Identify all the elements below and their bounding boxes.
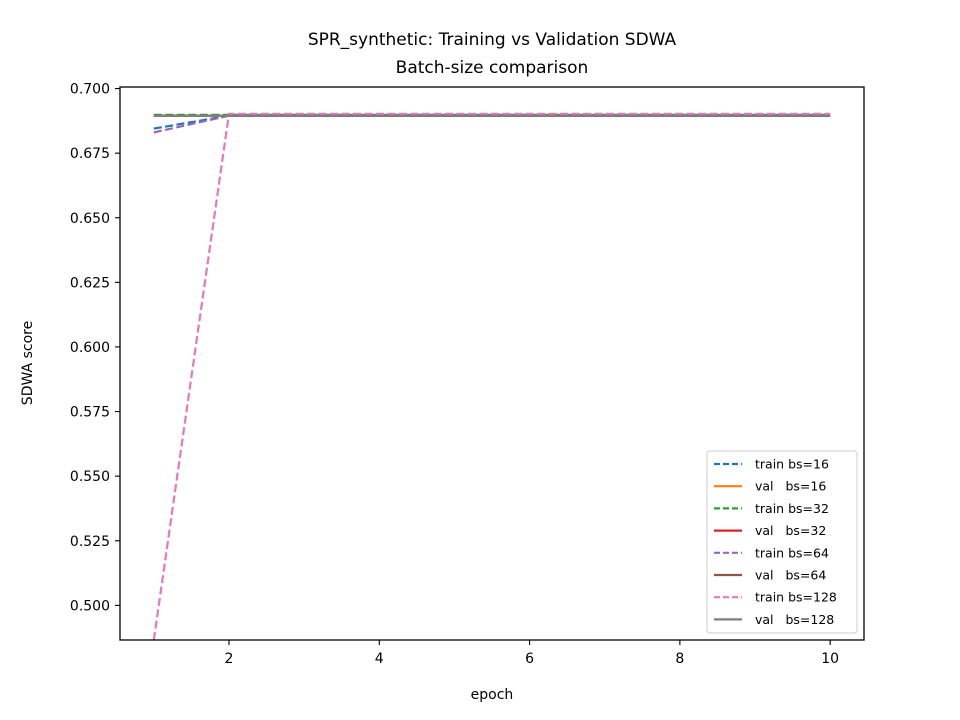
plot-lines: [152, 112, 831, 641]
y-tick-label-5: 0.625: [70, 275, 110, 291]
y-tick-label-3: 0.575: [70, 405, 110, 421]
y-axis: 0.500 0.525 0.550 0.575 0.600 0.625 0.650 0.675…: [70, 82, 120, 614]
series-line-6: [152, 112, 831, 641]
legend-label-7: val bs=128: [755, 612, 834, 627]
legend-box: [706, 450, 858, 634]
legend-label-1: val bs=16: [755, 479, 826, 494]
x-axis: 2 4 6 8 10: [225, 640, 839, 667]
y-tick-label-8: 0.700: [70, 82, 110, 98]
legend-label-4: train bs=64: [755, 545, 829, 560]
y-tick-label-6: 0.650: [70, 211, 110, 227]
legend-label-5: val bs=64: [755, 568, 826, 583]
x-tick-label-2: 6: [525, 651, 534, 667]
x-tick-label-3: 8: [675, 651, 684, 667]
x-tick-label-0: 2: [225, 651, 234, 667]
y-axis-label: SDWA score: [20, 321, 36, 405]
plot-frame: [119, 86, 865, 641]
legend-label-6: train bs=128: [755, 590, 837, 605]
chart-title: SPR_synthetic: Training vs Validation SD…: [308, 30, 677, 50]
x-tick-label-1: 4: [375, 651, 384, 667]
y-tick-label-4: 0.600: [70, 340, 110, 356]
chart-subtitle: Batch-size comparison: [396, 58, 589, 78]
legend-label-2: train bs=32: [755, 501, 829, 516]
x-tick-label-4: 10: [821, 651, 839, 667]
legend: train bs=16 val bs=16 train bs=32 val bs=32…: [706, 450, 858, 634]
legend-label-0: train bs=16: [755, 457, 829, 472]
x-axis-label: epoch: [471, 687, 514, 703]
legend-label-3: val bs=32: [755, 523, 826, 538]
y-tick-label-7: 0.675: [70, 146, 110, 162]
y-tick-label-1: 0.525: [70, 534, 110, 550]
y-tick-label-0: 0.500: [70, 598, 110, 614]
y-tick-label-2: 0.550: [70, 469, 110, 485]
